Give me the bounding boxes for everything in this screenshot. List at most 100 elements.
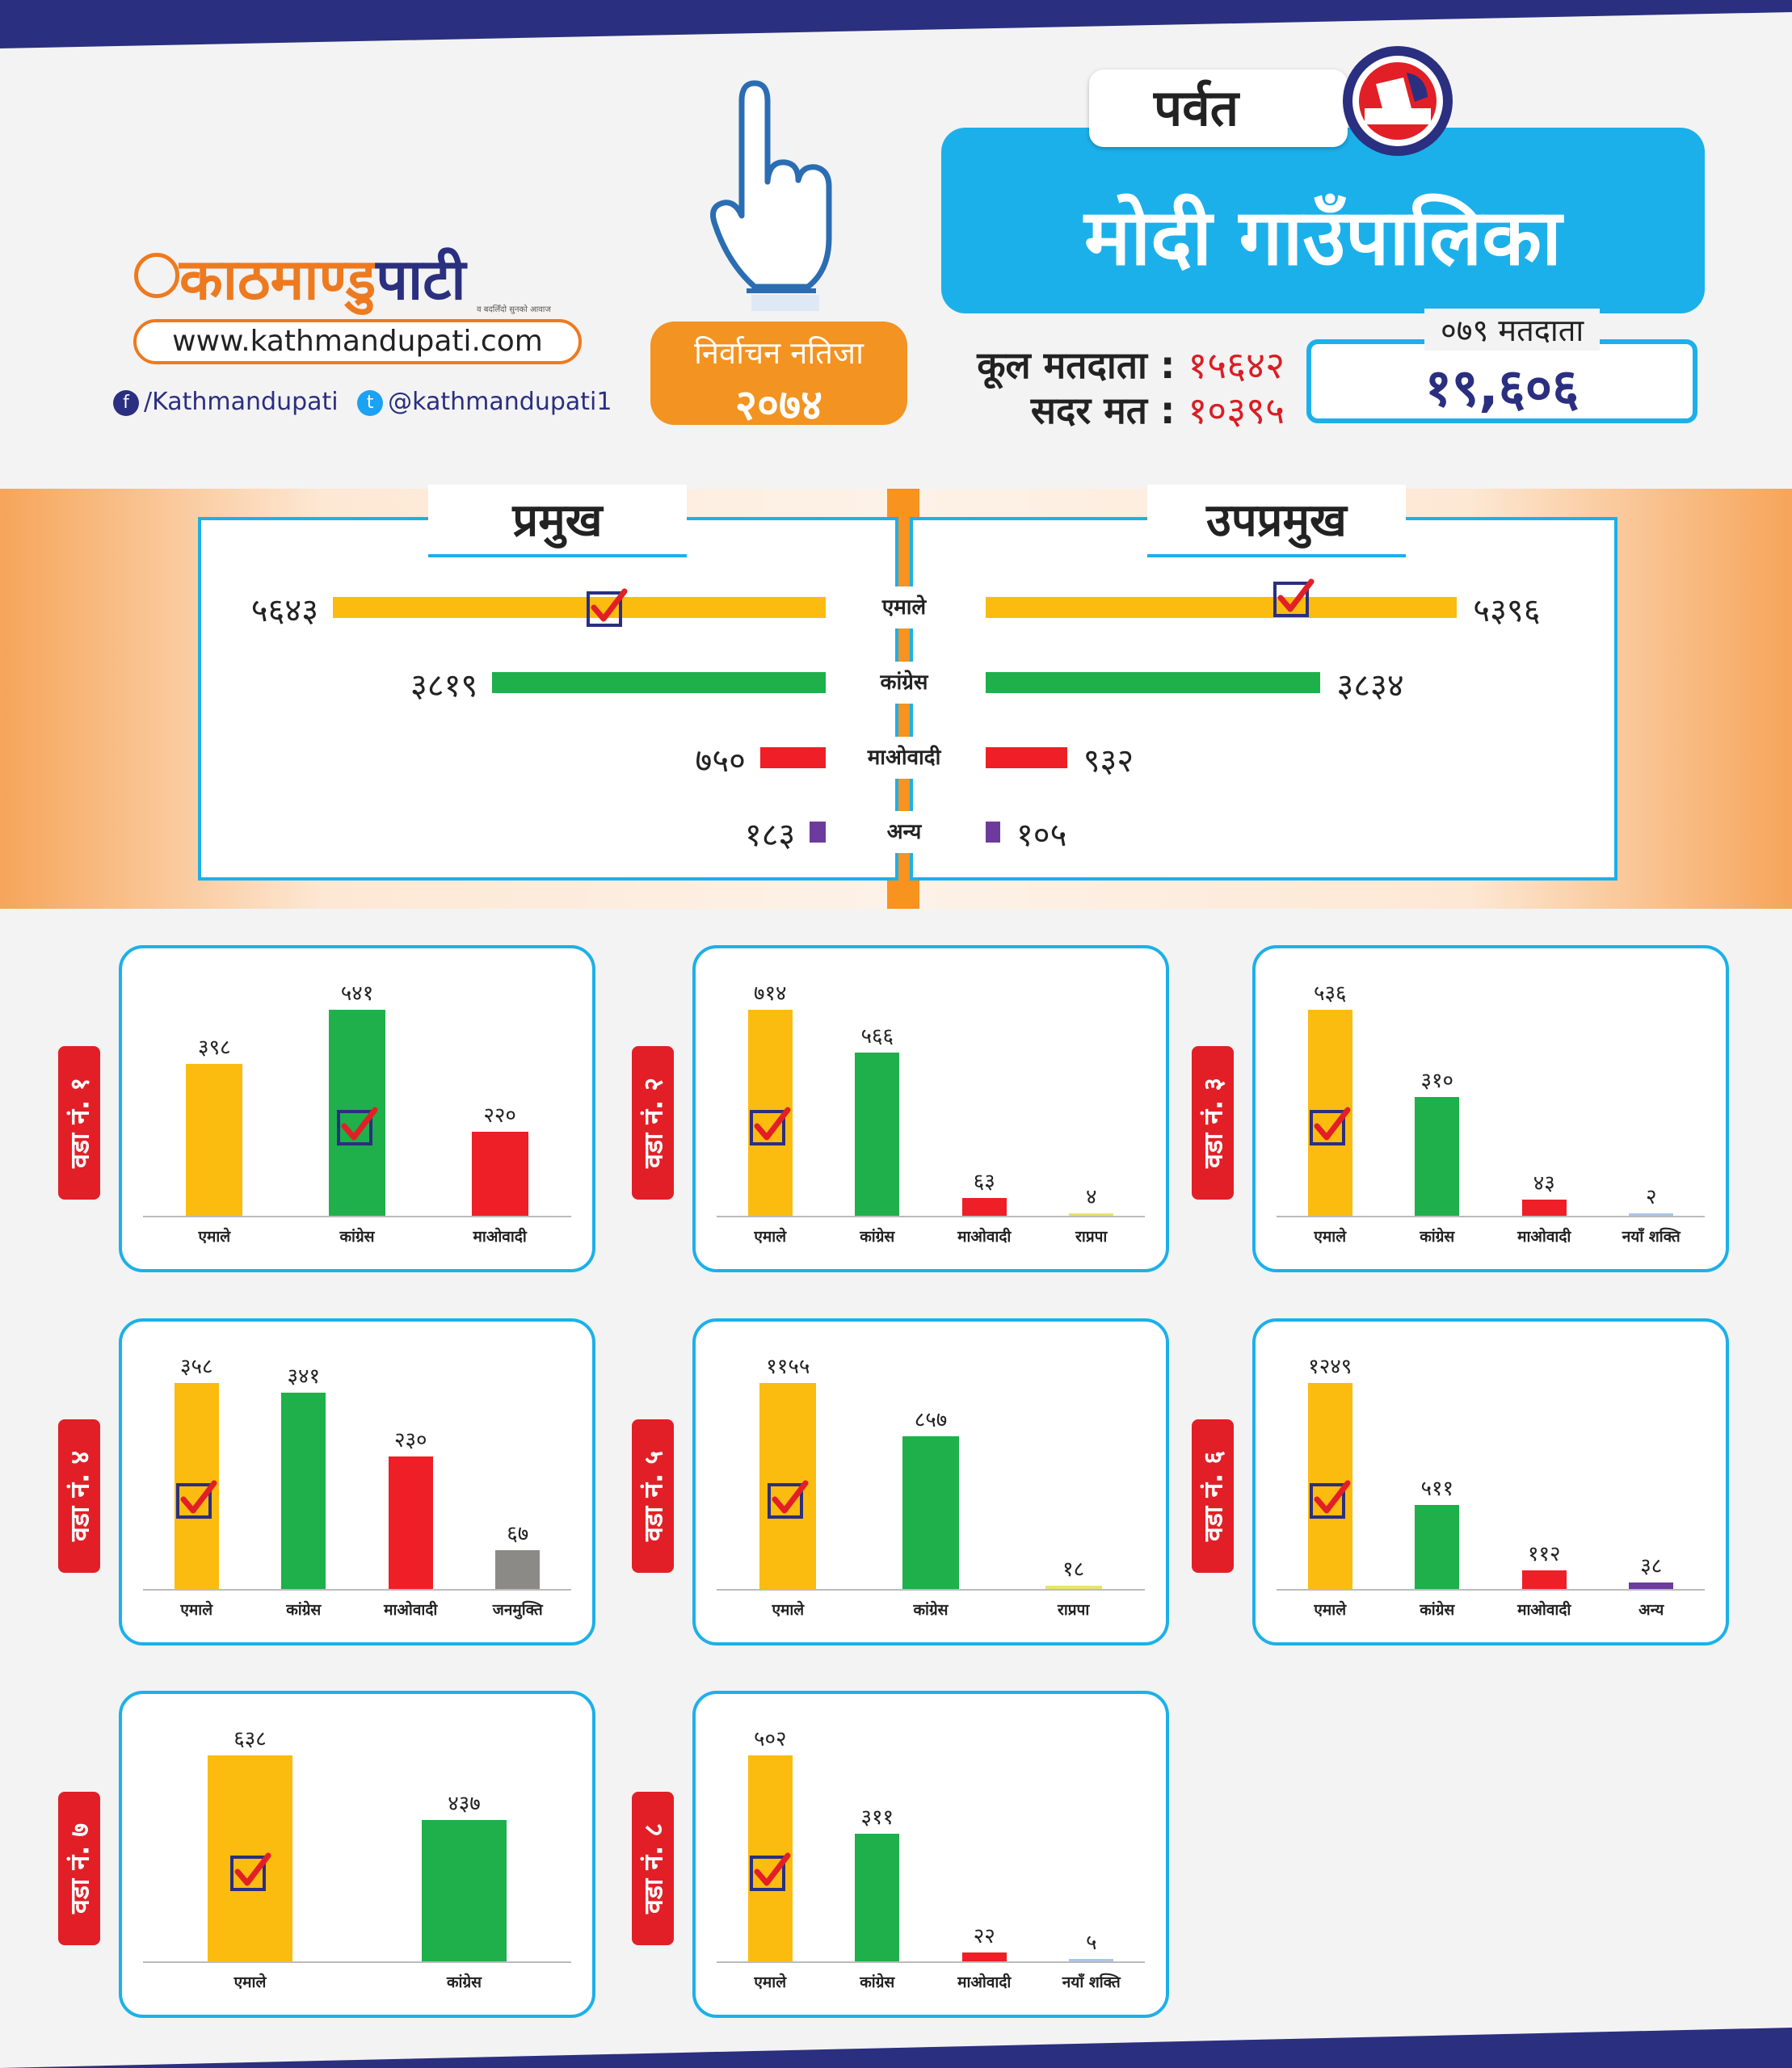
- ward-value-label: २: [1645, 1185, 1657, 1209]
- election-year: २०७४: [734, 381, 823, 430]
- total-voters-label: कूल मतदाता: [977, 343, 1147, 387]
- ward-category-label: माओवादी: [957, 1973, 1012, 1991]
- summary-party-label: कांग्रेस: [852, 662, 956, 704]
- ward-value-label: ६७: [507, 1522, 529, 1547]
- chief-title: प्रमुख: [428, 485, 687, 557]
- ward-tag: वडा नं. १: [58, 1046, 100, 1200]
- ward-value-label: २२: [973, 1923, 995, 1948]
- valid-votes-value: १०३९५: [1188, 389, 1285, 432]
- ward-baseline: [1277, 1589, 1705, 1591]
- logo-text-post: पाटी: [376, 246, 466, 313]
- deputy-value-label: १०५: [1016, 817, 1067, 854]
- ward-value-label: ३९८: [198, 1036, 231, 1061]
- chief-value-label: ७५०: [695, 742, 746, 780]
- ward-category-label: राप्रपा: [1058, 1601, 1090, 1619]
- ward-value-label: ११५५: [766, 1355, 810, 1379]
- summary-party-label: माओवादी: [852, 737, 956, 779]
- election-label: निर्वाचन नतिजा: [694, 335, 864, 371]
- deputy-winner-checkmark-icon: [1273, 578, 1315, 617]
- ward-baseline: [717, 1216, 1145, 1217]
- ward-winner-checkmark-icon: [337, 1107, 378, 1145]
- ward-bar: [281, 1393, 326, 1589]
- ward-category-label: कांग्रेस: [339, 1228, 375, 1246]
- municipality-name: मोदी गाउँपालिका: [1084, 192, 1562, 283]
- facebook-handle[interactable]: /Kathmandupati: [144, 388, 339, 416]
- twitter-handle[interactable]: @kathmandupati1: [388, 388, 612, 416]
- ward-winner-checkmark-icon: [1310, 1107, 1351, 1145]
- ward-value-label: ८५७: [914, 1407, 948, 1432]
- ward-tag: वडा नं. ८: [632, 1792, 674, 1945]
- deputy-title: उपप्रमुख: [1147, 485, 1406, 557]
- deputy-value-label: ५३९६: [1473, 592, 1541, 629]
- ward-bar: [961, 1952, 1007, 1961]
- ward-title: वडा नं. ४: [64, 1450, 95, 1542]
- ward-winner-checkmark-icon: [750, 1852, 791, 1891]
- ward-category-label: एमाले: [180, 1601, 213, 1619]
- ward-winner-checkmark-icon: [1310, 1480, 1351, 1519]
- twitter-icon[interactable]: t: [357, 389, 384, 416]
- ward-bar: [961, 1197, 1007, 1216]
- chief-bar: [492, 672, 826, 693]
- bottom-stripe: [0, 2028, 1792, 2068]
- ward-category-label: एमाले: [1314, 1601, 1347, 1619]
- chief-bar: [810, 822, 826, 843]
- ward-bar: [1521, 1570, 1567, 1589]
- deputy-bar: [986, 672, 1321, 693]
- ward-category-label: माओवादी: [384, 1601, 438, 1619]
- ward-value-label: ४३७: [448, 1792, 481, 1817]
- ward-bar: [1069, 1959, 1114, 1961]
- voters-079-label: ०७९ मतदाता: [1424, 309, 1601, 351]
- ward-value-label: ७१४: [753, 981, 787, 1006]
- ward-bar: [1415, 1504, 1460, 1589]
- ward-bar: [1629, 1213, 1674, 1216]
- ward-tag: वडा नं. ४: [58, 1419, 100, 1573]
- website-link[interactable]: www.kathmandupati.com: [133, 319, 582, 364]
- ward-tag: वडा नं. ७: [58, 1792, 100, 1945]
- ward-category-label: कांग्रेस: [860, 1973, 895, 1991]
- ward-tag: वडा नं. ३: [1192, 1046, 1234, 1200]
- voters-079-value: १९,६०६: [1424, 359, 1580, 418]
- chief-bar: [333, 597, 826, 618]
- facebook-icon[interactable]: f: [113, 389, 139, 416]
- ward-value-label: ५४१: [340, 981, 374, 1006]
- ward-baseline: [717, 1589, 1145, 1591]
- ward-category-label: कांग्रेस: [1420, 1601, 1455, 1619]
- ward-winner-checkmark-icon: [229, 1852, 271, 1891]
- ward-category-label: माओवादी: [1517, 1228, 1571, 1246]
- ward-tag: वडा नं. ६: [1192, 1419, 1234, 1573]
- ward-value-label: १८: [1062, 1557, 1085, 1583]
- ward-bar: [422, 1820, 507, 1961]
- ward-category-label: कांग्रेस: [446, 1973, 482, 1991]
- chief-value-label: ३८१९: [410, 667, 478, 704]
- ward-value-label: ५६६: [860, 1023, 894, 1049]
- deputy-value-label: ३८३४: [1336, 667, 1404, 704]
- ward-category-label: माओवादी: [1517, 1601, 1571, 1619]
- ward-winner-checkmark-icon: [750, 1107, 791, 1145]
- ward-bar: [1629, 1583, 1674, 1589]
- ward-baseline: [143, 1961, 571, 1963]
- ward-bar: [495, 1550, 541, 1589]
- ward-value-label: ३१०: [1420, 1068, 1454, 1093]
- vote-finger-icon: [710, 80, 832, 311]
- ward-bar: [902, 1435, 959, 1589]
- ward-baseline: [1277, 1216, 1705, 1217]
- ward-value-label: ४: [1085, 1185, 1097, 1209]
- ward-category-label: कांग्रेस: [286, 1601, 322, 1619]
- ward-value-label: २३०: [393, 1428, 427, 1453]
- ward-category-label: अन्य: [1638, 1601, 1664, 1619]
- ward-value-label: ३५८: [179, 1355, 213, 1379]
- chief-value-label: ५६४३: [250, 592, 318, 629]
- chief-panel: [198, 517, 898, 881]
- ward-baseline: [143, 1589, 571, 1591]
- ward-value-label: ११२: [1527, 1542, 1561, 1567]
- ward-title: वडा नं. ३: [1197, 1077, 1229, 1169]
- deputy-bar: [986, 822, 1000, 843]
- ward-card: [119, 1691, 595, 2018]
- valid-votes-label: सदर मत: [1030, 389, 1147, 432]
- ward-bar: [1045, 1586, 1102, 1589]
- ward-value-label: ५: [1085, 1931, 1097, 1955]
- ward-tag: वडा नं. २: [632, 1046, 674, 1200]
- ward-category-label: एमाले: [754, 1228, 787, 1246]
- logo-text-pre: काठमाण्डु: [179, 246, 376, 313]
- ward-value-label: ३४१: [287, 1364, 321, 1389]
